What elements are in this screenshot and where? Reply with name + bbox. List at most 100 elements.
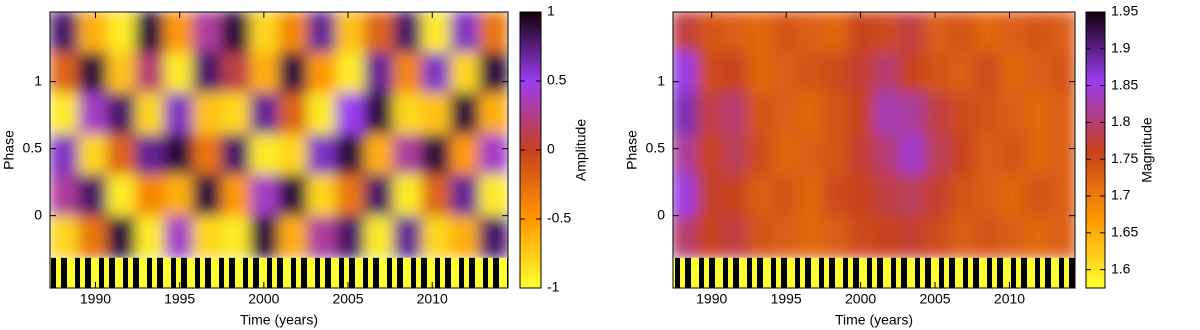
heat-cell	[1000, 134, 1027, 177]
heat-cell	[450, 215, 480, 258]
heat-cell	[797, 174, 824, 217]
y-tick-label: 0	[657, 206, 665, 222]
heat-cell	[335, 134, 366, 177]
heat-cell	[696, 52, 723, 95]
heat-cell	[393, 134, 423, 177]
heat-cell	[772, 12, 799, 54]
heat-cell	[949, 92, 976, 136]
heat-cell	[949, 174, 976, 217]
colorbar-tick-label: 1.75	[1111, 150, 1138, 166]
heat-cell	[478, 52, 508, 95]
heat-cell	[1050, 134, 1075, 177]
heat-cell	[164, 52, 194, 95]
heat-cell	[307, 174, 337, 217]
heat-cell	[307, 52, 337, 95]
heat-cell	[949, 12, 976, 54]
x-tick-label: 1990	[696, 291, 727, 307]
heat-cell	[249, 92, 280, 136]
heat-cell	[848, 134, 875, 177]
heat-cell	[673, 92, 698, 136]
heat-cell	[249, 134, 280, 177]
heat-cell	[450, 174, 480, 217]
heat-cell	[450, 52, 480, 95]
heat-cell	[135, 92, 165, 136]
heat-cell	[924, 215, 951, 258]
heat-cell	[78, 134, 108, 177]
heat-cell	[673, 134, 698, 177]
heat-cell	[393, 92, 423, 136]
colorbar-tick-label: 1.8	[1111, 113, 1131, 129]
heat-cell	[746, 215, 774, 258]
colorbar-tick-label: 1.6	[1111, 260, 1131, 276]
heat-cell	[1050, 174, 1075, 217]
heat-cell	[797, 12, 824, 54]
heat-cell	[696, 134, 723, 177]
heat-cell	[192, 92, 223, 136]
heat-cell	[1050, 215, 1075, 258]
heat-cell	[307, 215, 337, 258]
heat-cell	[746, 174, 774, 217]
heat-cell	[450, 134, 480, 177]
heat-cell	[192, 215, 223, 258]
heat-cell	[772, 215, 799, 258]
heat-cell	[721, 92, 748, 136]
coverage-strip	[673, 257, 1075, 288]
heat-cell	[1025, 92, 1052, 136]
x-tick-label: 2000	[845, 291, 876, 307]
colorbar-label: Magnitude	[1139, 117, 1155, 183]
heat-cell	[421, 215, 452, 258]
heat-cell	[797, 215, 824, 258]
heat-cell	[1000, 12, 1027, 54]
heat-cell	[772, 134, 799, 177]
heat-cell	[450, 12, 480, 54]
heat-cell	[797, 134, 824, 177]
colorbar-tick-label: 1.65	[1111, 224, 1138, 240]
heat-cell	[135, 215, 165, 258]
heat-cell	[721, 215, 748, 258]
heat-cell	[249, 52, 280, 95]
heat-cell	[221, 92, 251, 136]
heat-cell	[822, 12, 850, 54]
heat-cell	[50, 12, 80, 54]
heat-cell	[848, 12, 875, 54]
x-axis-label: Time (years)	[835, 312, 913, 328]
heat-cell	[1000, 174, 1027, 217]
colorbar-label: Amplitude	[573, 119, 589, 181]
heat-cell	[822, 134, 850, 177]
heat-cell	[746, 92, 774, 136]
heat-cell	[673, 52, 698, 95]
heat-cell	[221, 215, 251, 258]
heat-cell	[797, 92, 824, 136]
heat-cell	[822, 215, 850, 258]
heat-cell	[746, 12, 774, 54]
heat-cell	[898, 134, 926, 177]
heat-cell	[192, 52, 223, 95]
colorbar-tick-label: 0.5	[547, 72, 567, 88]
colorbar-tick-label: 1.85	[1111, 76, 1138, 92]
heat-cell	[822, 174, 850, 217]
heat-cell	[50, 134, 80, 177]
heat-cell	[106, 134, 137, 177]
x-tick-label: 2010	[994, 291, 1025, 307]
heat-cell	[393, 12, 423, 54]
heat-cell	[221, 134, 251, 177]
heat-cell	[335, 215, 366, 258]
heat-cell	[873, 215, 900, 258]
x-tick-label: 2005	[332, 291, 363, 307]
heat-cell	[164, 12, 194, 54]
heatmap-cells	[50, 12, 508, 258]
heat-cell	[393, 52, 423, 95]
heat-cell	[278, 215, 309, 258]
colorbar-tick-label: 0	[547, 141, 555, 157]
plot-frame	[672, 11, 1076, 289]
x-axis-label: Time (years)	[240, 312, 318, 328]
heat-cell	[1000, 215, 1027, 258]
heatmap-cells	[673, 12, 1075, 258]
heat-cell	[974, 12, 1002, 54]
heat-cell	[924, 92, 951, 136]
heat-cell	[78, 92, 108, 136]
heat-cell	[421, 174, 452, 217]
heat-cell	[1000, 52, 1027, 95]
heat-cell	[393, 215, 423, 258]
heat-cell	[746, 134, 774, 177]
